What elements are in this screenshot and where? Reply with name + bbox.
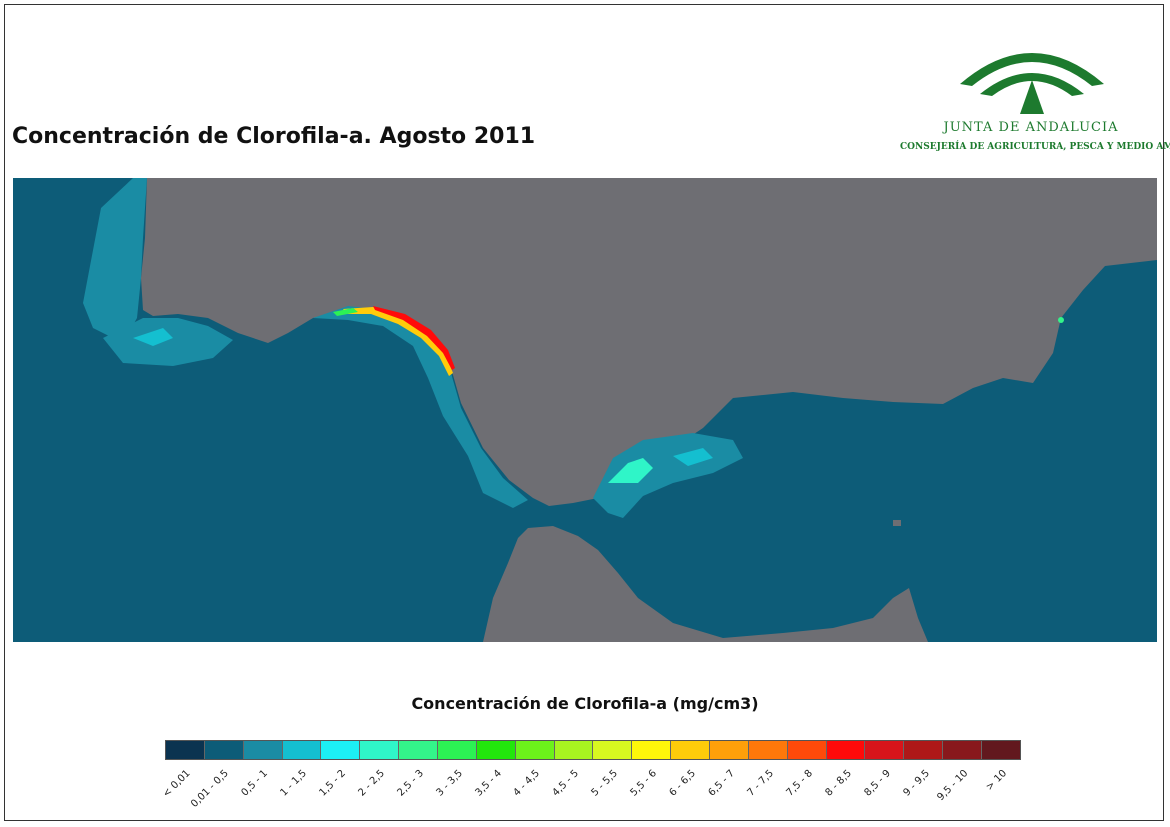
legend-label: 4,5 - 5 xyxy=(550,768,582,799)
east-coast-spot xyxy=(1058,317,1064,323)
legend-swatch xyxy=(671,741,711,759)
land-iberia xyxy=(141,178,1157,506)
legend-swatch xyxy=(515,741,555,759)
mediterranean-coast-strip xyxy=(313,306,528,508)
legend-label: 1,5 - 2 xyxy=(317,768,348,799)
legend-swatch xyxy=(360,741,400,759)
legend-swatch xyxy=(632,741,672,759)
alboran-hotspot-2 xyxy=(673,448,713,466)
atlantic-plume xyxy=(83,178,147,343)
legend-swatch xyxy=(943,741,983,759)
high-chlorophyll-band xyxy=(343,307,453,376)
land-islet xyxy=(893,520,901,526)
legend-swatch xyxy=(826,741,866,759)
legend-label: 9,5 - 10 xyxy=(935,768,971,804)
alboran-hotspot xyxy=(608,458,653,483)
legend-swatch xyxy=(438,741,477,759)
land-africa xyxy=(483,526,928,642)
cadiz-bay-plume xyxy=(103,318,233,366)
chlorophyll-map xyxy=(13,178,1157,642)
figure-frame xyxy=(4,4,1164,821)
legend-label: 2 - 2,5 xyxy=(356,768,387,799)
green-coast-band xyxy=(333,308,358,316)
junta-andalucia-logo: JUNTA DE ANDALUCIA CONSEJERÍA DE AGRICUL… xyxy=(900,34,1170,158)
legend-swatch xyxy=(865,741,905,759)
logo-inner-arch xyxy=(980,73,1084,96)
logo-subtitle: CONSEJERÍA DE AGRICULTURA, PESCA Y MEDIO… xyxy=(900,142,1170,152)
page-title: Concentración de Clorofila-a. Agosto 201… xyxy=(12,124,536,149)
legend-swatch xyxy=(476,741,516,759)
logo-triangle xyxy=(1020,80,1044,114)
legend-swatch xyxy=(710,741,749,759)
legend-label: 0,5 - 1 xyxy=(239,768,271,799)
legend-label: < 0,01 xyxy=(160,768,193,800)
legend-swatch xyxy=(166,741,205,759)
legend-swatch xyxy=(787,741,827,759)
legend-swatch xyxy=(748,741,788,759)
legend-label: 8 - 8,5 xyxy=(823,768,854,799)
logo-outer-arch xyxy=(960,53,1104,86)
legend-label: 8,5 - 9 xyxy=(862,768,893,799)
legend-label: 4 - 4,5 xyxy=(511,768,543,799)
legend-swatch xyxy=(554,741,594,759)
cadiz-bay-highlight xyxy=(133,328,173,346)
legend-label: 6 - 6,5 xyxy=(667,768,699,799)
legend-label: 2,5 - 3 xyxy=(395,768,426,799)
legend-swatch xyxy=(243,741,283,759)
legend-swatch xyxy=(904,741,944,759)
legend-label: 6,5 - 7 xyxy=(706,768,737,799)
legend-label: 5 - 5,5 xyxy=(589,768,621,799)
legend-label: > 10 xyxy=(984,768,1010,793)
legend-swatch xyxy=(321,741,361,759)
legend-label: 9 - 9,5 xyxy=(900,768,932,799)
legend-label: 7,5 - 8 xyxy=(784,768,815,799)
arches-emblem-icon xyxy=(960,53,1104,114)
logo-name: JUNTA DE ANDALUCIA xyxy=(943,120,1119,135)
legend-title: Concentración de Clorofila-a (mg/cm3) xyxy=(411,694,759,713)
legend-swatch xyxy=(204,741,244,759)
legend-label: 7 - 7,5 xyxy=(745,768,776,799)
legend-swatch xyxy=(982,741,1020,759)
legend-color-bar xyxy=(165,740,1021,760)
legend-label: 0,01 - 0,5 xyxy=(189,768,232,810)
legend-label: 1 - 1,5 xyxy=(278,768,309,799)
legend-label: 3,5 - 4 xyxy=(472,768,504,799)
legend-swatch xyxy=(282,741,322,759)
legend-swatch xyxy=(593,741,633,759)
legend-label: 5,5 - 6 xyxy=(628,768,660,799)
legend-swatch xyxy=(399,741,439,759)
legend-label: 3 - 3,5 xyxy=(434,768,465,799)
